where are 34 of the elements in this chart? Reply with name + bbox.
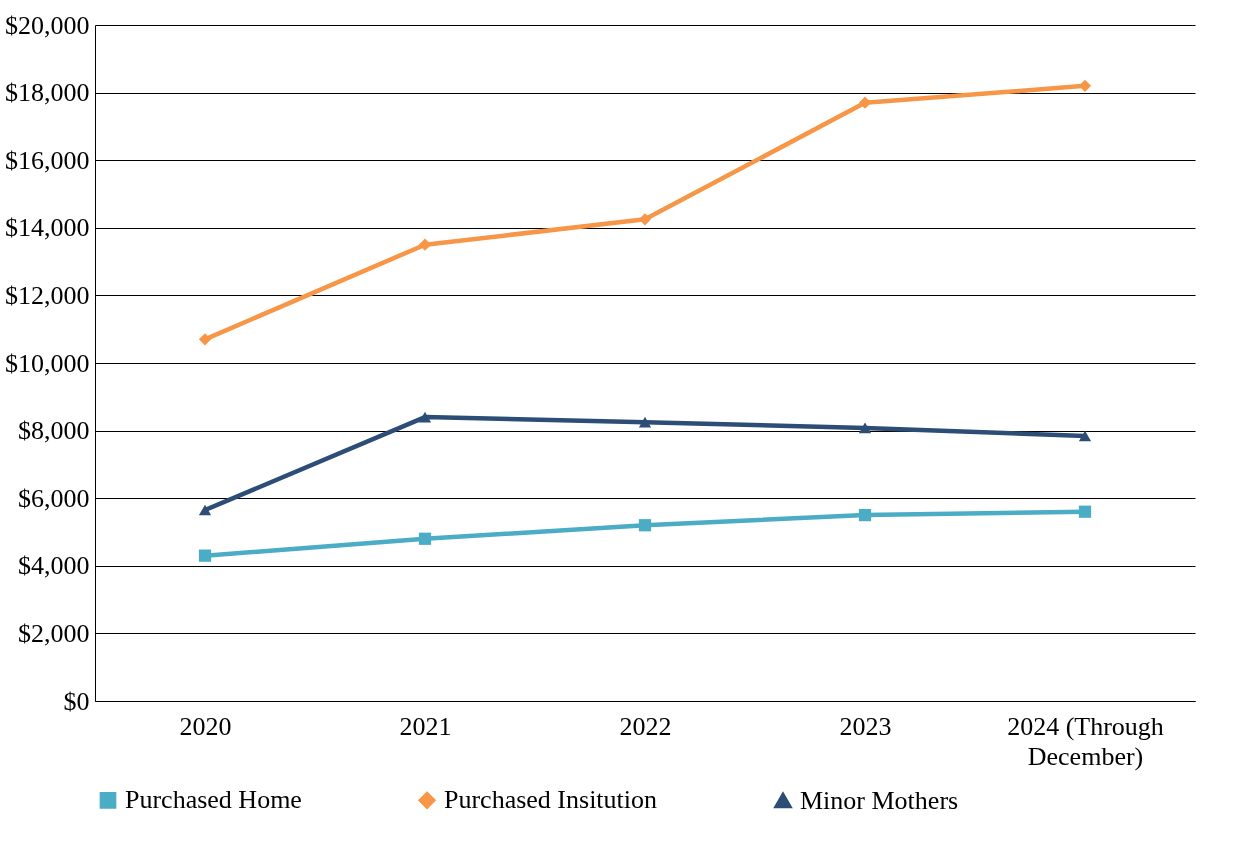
x-tick-label: 2024 (Through December) [1007,711,1164,771]
x-tick-label: 2021 [399,711,452,741]
point [638,416,652,428]
y-tick-label: $12,000 [5,280,90,310]
legend-label: Minor Mothers [800,785,959,815]
x-tick-label: 2022 [619,711,672,741]
point [198,333,212,346]
point [418,411,432,423]
point [1078,505,1092,518]
point [858,422,872,434]
point [418,532,432,545]
point [638,213,652,226]
y-tick-label: $10,000 [5,348,90,378]
y-tick-label: $2,000 [18,618,90,648]
point [418,238,432,251]
x-tick-label: 2020 [179,711,232,741]
point [858,508,872,522]
y-tick-label: $8,000 [18,416,90,446]
point [1078,79,1092,92]
point [638,519,652,532]
point [198,504,212,516]
y-tick-label: $0 [63,686,90,716]
point [1078,430,1092,442]
y-tick-label: $18,000 [5,78,90,108]
legend-label: Purchased Home [125,785,302,815]
y-tick-label: $16,000 [5,145,90,175]
y-tick-label: $6,000 [18,483,90,513]
y-tick-label: $4,000 [18,551,90,581]
point [198,549,212,562]
point [858,96,872,109]
legend-label: Purchased Insitution [444,785,658,815]
y-tick-label: $14,000 [5,213,90,243]
x-tick-label: 2023 [839,711,892,741]
y-tick-label: $20,000 [5,10,90,40]
